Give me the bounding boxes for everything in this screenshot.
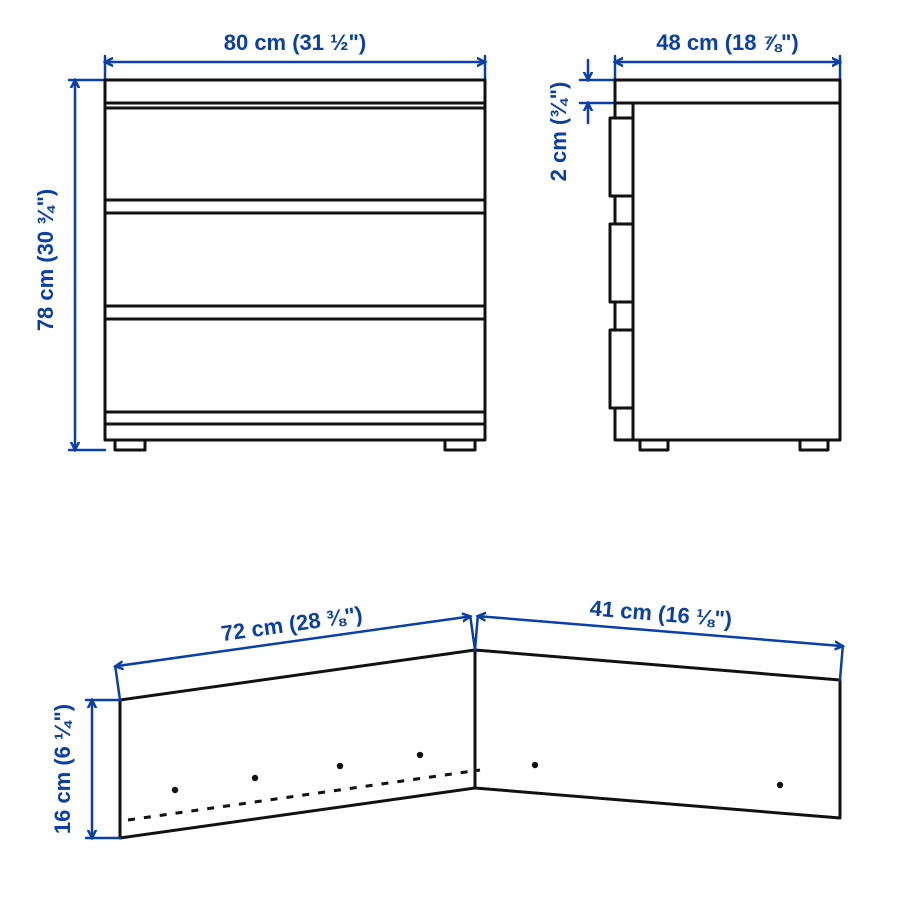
- label-length-72cm: 72 cm (28 ⅜"): [219, 602, 364, 647]
- front-body: [105, 80, 485, 440]
- label-overhang-2cm: 2 cm (¾"): [546, 82, 571, 182]
- drawer-isometric: 72 cm (28 ⅜")41 cm (16 ⅛")16 cm (6 ¼"): [50, 595, 843, 838]
- side-view: 48 cm (18 ⅞") 2 cm (¾"): [546, 30, 840, 450]
- side-body: [615, 80, 840, 440]
- label-height-78cm: 78 cm (30 ¾"): [33, 189, 58, 332]
- label-width-80cm: 80 cm (31 ½"): [224, 30, 367, 55]
- front-view: 80 cm (31 ½") 78 cm (30 ¾"): [33, 30, 485, 450]
- drawer-side-panel: [120, 650, 475, 838]
- label-depth-48cm: 48 cm (18 ⅞"): [656, 30, 799, 55]
- label-height-16cm: 16 cm (6 ¼"): [50, 704, 75, 834]
- drawer-front-panel: [475, 650, 840, 818]
